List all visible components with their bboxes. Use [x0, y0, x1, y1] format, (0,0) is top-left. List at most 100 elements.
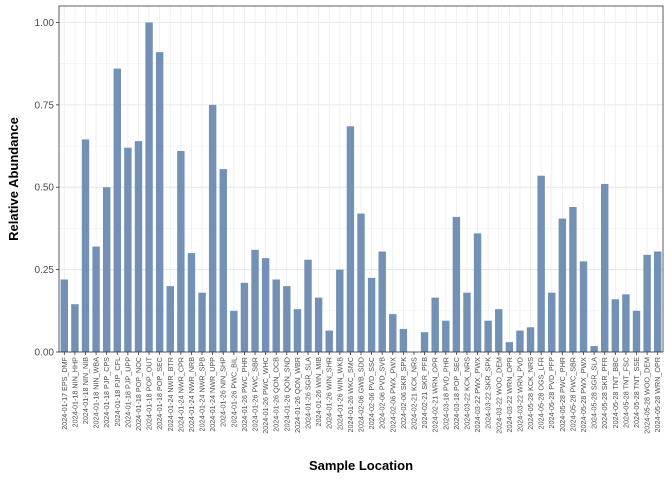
x-tick-label: 2024-01-26 WKC_SMC [346, 357, 355, 433]
x-tick-label: 2024-01-26 SGR_SLA [304, 357, 313, 429]
bar [124, 147, 132, 352]
x-tick-label: 2024-01-26 QON_OCB [272, 357, 281, 432]
bar [611, 299, 620, 352]
x-tick-label: 2024-01-24 NWR_UPP [208, 357, 217, 432]
bar [420, 332, 429, 352]
x-tick-label: 2024-01-24 NWR_SPB [198, 357, 207, 432]
bar [389, 314, 397, 352]
bar [283, 286, 291, 352]
y-axis: 0.00 0.25 0.50 0.75 1.00 [35, 18, 59, 359]
x-tick-label: 2024-02-06 GWB_SDD [357, 357, 366, 432]
x-tick-label: 2024-01-26 WIN_WKB [335, 357, 344, 430]
x-tick-label: 2024-01-18 POP_OUT [145, 356, 154, 430]
bar [463, 292, 471, 352]
bar [431, 297, 439, 352]
x-tick-label: 2024-03-22 SKR_SPK [484, 357, 493, 429]
bar [71, 304, 79, 352]
x-axis-title: Sample Location [309, 458, 413, 473]
bar [240, 282, 249, 352]
bar [134, 141, 143, 352]
bar [357, 213, 365, 352]
x-tick-label: 2024-01-24 NWR_CPR [176, 357, 185, 432]
x-tick-label: 2024-01-18 PJP_UPP [123, 357, 132, 428]
x-tick-label: 2024-05-28 TNT_FSC [621, 357, 630, 428]
bar [230, 310, 238, 352]
bar [399, 328, 408, 352]
bar [314, 297, 323, 352]
bar-series [60, 22, 662, 353]
x-tick-label: 2024-02-06 PVD_SVB [378, 357, 387, 429]
x-tick-label: 2024-01-26 PWC_SBR [251, 357, 260, 431]
y-tick-label: 1.00 [35, 18, 55, 29]
bar [346, 126, 355, 353]
x-tick-label: 2024-01-26 NIN_SHP [219, 357, 228, 427]
y-tick-label: 0.25 [35, 265, 55, 276]
bar [325, 330, 333, 352]
bar [442, 320, 450, 352]
x-tick-label: 2024-01-18 POP_SEC [155, 357, 164, 430]
bar [601, 183, 609, 352]
x-tick-label: 2024-05-28 SGR_SLA [590, 357, 599, 429]
bar [293, 309, 302, 352]
x-tick-label: 2024-01-18 NIN_WBA [92, 357, 101, 429]
bar [579, 261, 588, 352]
x-tick-label: 2024-03-18 POP_SEC [452, 357, 461, 430]
x-tick-label: 2024-02-06 PVD_SSC [367, 357, 376, 429]
bar [60, 279, 69, 352]
x-tick-label: 2024-01-26 QON_WBR [293, 357, 302, 433]
bar [272, 279, 280, 352]
x-tick-label: 2024-05-28 OGS_LFR [537, 357, 546, 429]
bar [155, 52, 164, 353]
x-tick-label: 2024-01-17 EPS_DMF [60, 356, 69, 429]
bar [558, 218, 567, 352]
bar [495, 309, 503, 352]
x-tick-label: 2024-01-18 POP_NOC [134, 357, 143, 431]
bar [548, 292, 556, 352]
y-tick-label: 0.50 [35, 183, 55, 194]
x-tick-label: 2024-05-28 PWX_PWX [579, 357, 588, 433]
x-tick-label: 2024-01-26 WIN_SHR [325, 357, 334, 429]
bar [643, 254, 651, 352]
bar [484, 320, 492, 352]
bar [367, 277, 376, 352]
bar [505, 342, 514, 352]
x-tick-label: 2024-03-18 PVD_PHR [441, 357, 450, 430]
x-tick-label: 2024-01-26 PWC_WHC [261, 357, 270, 434]
bar [526, 327, 535, 352]
x-tick-label: 2024-03-22 KCK_NRS [462, 357, 471, 430]
x-tick-label: 2024-05-28 PWC_SBR [568, 357, 577, 431]
x-axis: 2024-01-17 EPS_DMF 2024-01-18 NIN_HHP 2024… [60, 352, 662, 434]
x-tick-label: 2024-01-18 PJP_CPS [102, 357, 111, 428]
x-tick-label: 2024-01-18 NIN_HHP [70, 357, 79, 428]
bar [537, 175, 545, 352]
x-tick-label: 2024-01-26 PWC_PHR [240, 357, 249, 432]
x-tick-label: 2024-05-28 PVD_PFP [547, 357, 556, 429]
bar [516, 330, 524, 352]
x-tick-label: 2024-05-28 PWC_PHR [558, 357, 567, 432]
x-tick-label: 2024-01-26 PWC_BIL [229, 357, 238, 427]
x-tick-label: 2024-03-22 WOO_DEM [494, 357, 503, 434]
bar [473, 233, 482, 352]
bar [336, 269, 344, 352]
x-tick-label: 2024-01-26 WIN_MIB [314, 357, 323, 427]
bar [378, 251, 386, 352]
x-tick-label: 2024-05-28 TNT_SSE [632, 357, 641, 428]
x-tick-label: 2024-02-21 SKR_PFB [420, 357, 429, 429]
x-tick-label: 2024-05-28 SKR_PFR [600, 357, 609, 429]
x-tick-label: 2024-03-22 PWX_PWX [473, 357, 482, 433]
bar [187, 253, 196, 352]
x-tick-label: 2024-02-21 WRN_OPR [431, 357, 440, 433]
x-tick-label: 2024-03-22 WRN_PVD [515, 357, 524, 432]
bar [261, 258, 270, 352]
bar [166, 286, 174, 352]
x-tick-label: 2024-05-28 TNT_BBC [611, 357, 620, 428]
x-tick-label: 2024-01-24 NWR_NRB [187, 357, 196, 432]
bar [452, 216, 461, 352]
bar [653, 251, 662, 352]
bar [113, 68, 121, 352]
bar [145, 22, 153, 352]
x-tick-label: 2024-03-22 WRN_OPR [505, 357, 514, 433]
bar [569, 207, 577, 352]
x-tick-label: 2024-01-26 QON_SND [282, 357, 291, 431]
